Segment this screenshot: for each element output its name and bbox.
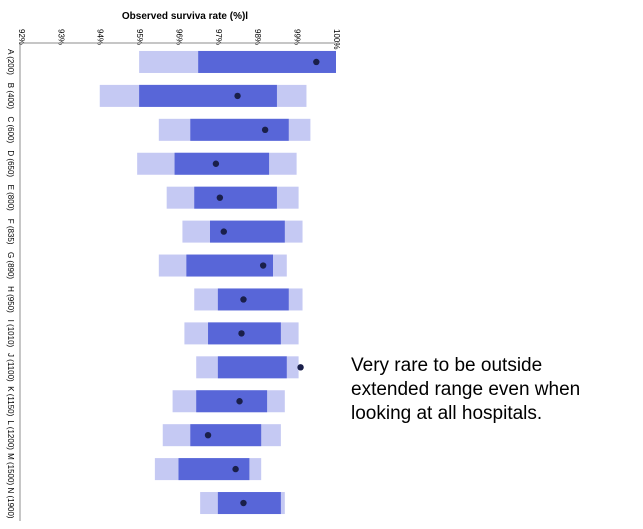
x-tick-label: 95% [135,29,144,45]
x-tick-label: 92% [17,29,26,45]
hospital-label: J (1100) [6,353,15,382]
main-range-bar [196,390,268,413]
annotation-line: looking at all hospitals. [351,403,543,424]
hospital-label: H (950) [6,286,15,313]
x-axis-title: Observed surviva rate (%)l [122,11,248,22]
annotation-line: Very rare to be outside [351,355,543,376]
hospital-label: A (200) [6,49,15,75]
hospital-label: F (835) [6,219,15,245]
hospital-label: L (1200) [6,420,15,450]
x-tick-label: 100% [332,29,340,49]
main-range-bar [194,186,277,209]
hospital-label: K (1150) [6,386,15,416]
hospital-label: G (890) [6,252,15,279]
x-tick-label: 98% [253,29,262,45]
main-range-bar [217,288,289,311]
hospital-label: M (1500) [6,453,15,485]
main-range-bar [190,424,262,447]
x-tick-label: 99% [293,29,302,45]
main-range-bar [178,458,250,481]
observed-points [204,58,320,507]
observed-point [240,296,247,303]
observed-point [204,431,212,439]
main-range-bars [139,50,336,515]
observed-point [261,126,269,134]
observed-point [216,194,224,201]
main-range-bar [217,356,287,379]
observed-point [259,262,267,269]
main-range-bar [139,84,277,107]
observed-point [234,92,241,100]
observed-point [236,398,243,405]
hospital-label: N (1900) [6,487,15,518]
main-range-bar [198,50,336,73]
main-range-bar [217,492,281,515]
hospital-label: I (1010) [6,320,15,348]
x-tick-label: 94% [96,29,105,45]
observed-point [232,465,239,473]
main-range-bar [190,118,289,141]
x-axis-ticks: 92% 93% 94% 95% 96% 97% 98% 99% 100% [17,29,340,49]
hospital-labels: A (200) B (400) C (600) D (650) E (800) F (83… [6,49,15,519]
observed-point [240,499,247,507]
x-tick-label: 97% [214,29,223,45]
main-range-bar [210,220,285,243]
hospital-label: D (650) [6,150,15,177]
funnel-range-chart: Observed surviva rate (%)l 92% 93% 94% 95% 9… [6,11,340,521]
observed-point [313,58,320,66]
main-range-bar [174,152,270,175]
observed-point [238,330,245,337]
observed-point [297,364,304,371]
hospital-label: C (600) [6,116,15,143]
annotation-line: extended range even when [351,379,581,400]
annotation-text: Very rare to be outside extended range e… [351,354,631,426]
main-range-bar [186,254,273,277]
observed-point [220,228,227,235]
hospital-label: B (400) [6,83,15,110]
x-tick-label: 96% [174,29,183,45]
x-tick-label: 93% [56,29,65,45]
hospital-label: E (800) [6,185,15,212]
observed-point [212,160,220,167]
